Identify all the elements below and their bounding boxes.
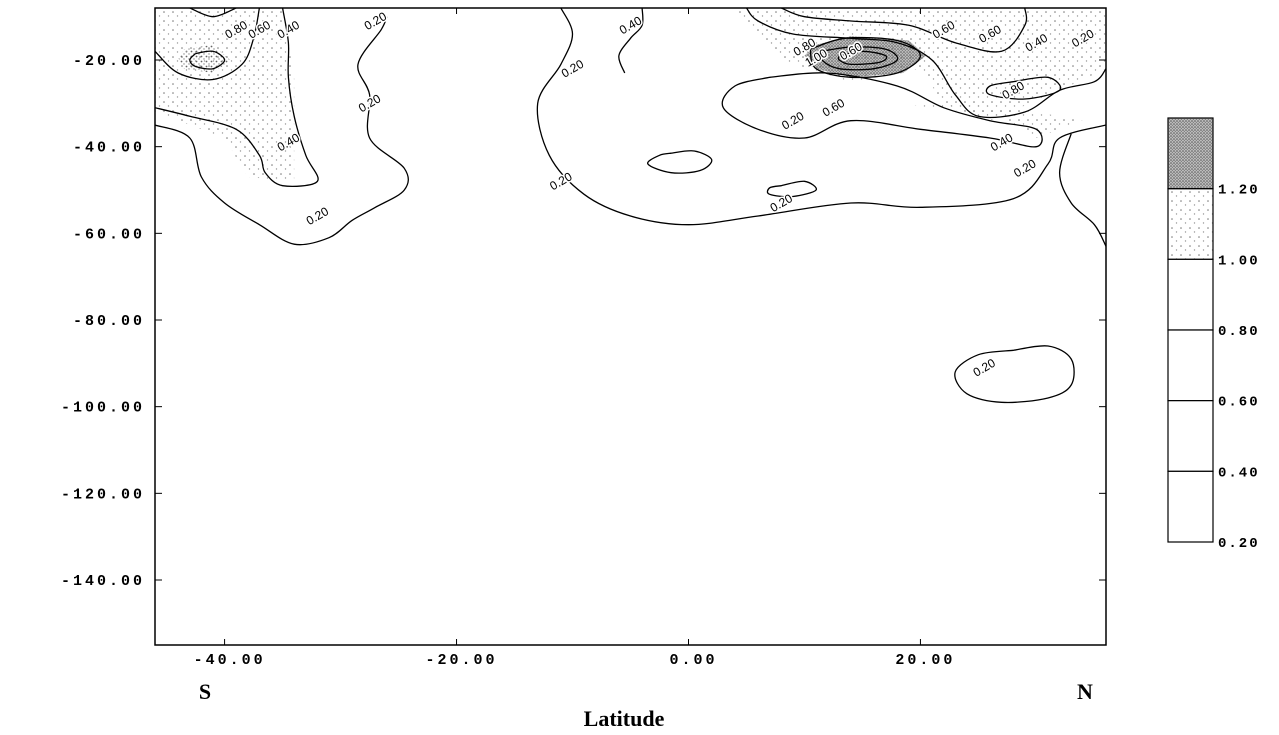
contour-line-4	[721, 72, 1043, 148]
x-tick-labels: -40.00 -20.00 0.00 20.00	[194, 652, 955, 669]
plot-frame	[154, 7, 1107, 646]
shaded-region-3	[734, 8, 1106, 121]
axis-ticks	[155, 8, 1106, 645]
contour-label: 0.20	[1011, 156, 1039, 180]
x-end-label-north: N	[1077, 679, 1093, 704]
y-tick-label: -40.00	[73, 140, 145, 157]
contour-line-2	[1058, 133, 1106, 247]
legend-label: 0.60	[1218, 395, 1260, 411]
x-tick-label: -40.00	[194, 652, 266, 669]
contour-line-0	[155, 16, 409, 246]
contour-line-3	[954, 345, 1075, 404]
contour-lines	[155, 8, 1106, 404]
contour-line-8	[618, 8, 644, 74]
legend-label: 0.40	[1218, 465, 1260, 481]
y-tick-label: -20.00	[73, 53, 145, 70]
y-tick-label: -100.00	[61, 400, 145, 417]
x-end-label-south: S	[199, 679, 211, 704]
legend-swatch	[1167, 329, 1214, 402]
contour-line-16	[837, 50, 888, 66]
contour-line-10	[155, 8, 261, 81]
legend-swatch	[1167, 188, 1214, 260]
contour-label: 0.20	[971, 356, 999, 380]
contour-line-9	[745, 8, 1106, 119]
y-tick-labels: -20.00 -40.00 -60.00 -80.00 -100.00 -120.00 -1…	[61, 53, 145, 590]
contour-line-14	[809, 36, 922, 79]
contour-line-5	[647, 150, 713, 174]
y-tick-label: -60.00	[73, 226, 145, 243]
legend-label: 0.20	[1218, 536, 1260, 552]
contour-line-1	[536, 8, 1106, 226]
legend-label: 0.80	[1218, 324, 1260, 340]
x-axis-title: Latitude	[584, 706, 665, 731]
contour-label: 0.20	[362, 9, 390, 33]
contour-label: 0.20	[304, 204, 332, 228]
x-tick-label: 0.00	[669, 652, 717, 669]
contour-label: 0.20	[779, 109, 807, 133]
legend-swatch	[1167, 117, 1214, 190]
x-tick-label: -20.00	[426, 652, 498, 669]
contour-label: 0.20	[547, 169, 575, 193]
legend-swatch	[1167, 400, 1214, 472]
contour-line-13	[985, 76, 1062, 100]
legend-swatch	[1167, 258, 1214, 331]
shaded-regions	[155, 8, 1106, 182]
y-tick-label: -120.00	[61, 486, 145, 503]
contour-label: 0.40	[617, 13, 645, 37]
legend-label: 1.20	[1218, 183, 1260, 199]
legend-swatch	[1167, 470, 1214, 543]
contour-label: 0.60	[820, 96, 848, 120]
contour-label: 0.40	[988, 130, 1016, 154]
y-tick-label: -80.00	[73, 313, 145, 330]
contour-line-7	[155, 8, 319, 187]
contour-line-17	[189, 50, 226, 70]
contour-line-6	[766, 180, 818, 198]
shaded-region-2	[155, 8, 295, 182]
contour-line-11	[189, 8, 237, 18]
contour-line-12	[781, 8, 1028, 53]
contour-label: 0.20	[356, 91, 384, 115]
legend: 1.20 1.00 0.80 0.60 0.40 0.20	[1167, 117, 1260, 552]
legend-label: 1.00	[1218, 253, 1260, 269]
y-tick-label: -140.00	[61, 573, 145, 590]
x-tick-label: 20.00	[895, 652, 955, 669]
contour-line-15	[819, 46, 899, 71]
